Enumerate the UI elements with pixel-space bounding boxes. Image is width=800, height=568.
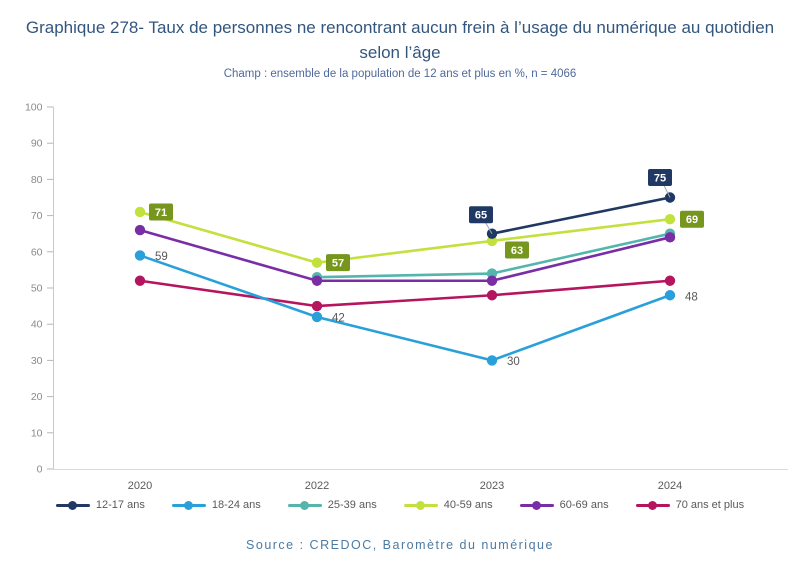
y-tick-label: 40 <box>31 319 43 331</box>
data-point-70-ans-et-plus-2023 <box>486 290 498 301</box>
source-caption: Source : CREDOC, Baromètre du numérique <box>246 538 554 552</box>
data-point-18-24-ans-2024 <box>664 290 676 301</box>
legend-label: 18-24 ans <box>211 499 261 511</box>
data-label-40-59-ans-2020-box <box>149 203 173 221</box>
data-label-40-59-ans-2023-box <box>505 241 529 259</box>
legend-line-marker-icon <box>55 500 90 510</box>
data-point-70-ans-et-plus-2024 <box>664 275 676 286</box>
data-point-40-59-ans-2020 <box>134 206 146 218</box>
data-label-18-24-ans-2022: 42 <box>332 312 345 324</box>
data-point-70-ans-et-plus-2020 <box>134 275 146 286</box>
legend-line-marker-icon <box>519 500 554 510</box>
series-line-18-24-ans <box>138 254 672 362</box>
legend-label: 60-69 ans <box>559 499 609 511</box>
data-point-60-69-ans-2023 <box>486 275 498 286</box>
data-point-25-39-ans-2023 <box>486 268 498 279</box>
x-axis-label: 2023 <box>480 480 504 492</box>
y-tick-label: 100 <box>25 102 43 114</box>
chart-title-line2: selon l’âge <box>359 43 441 62</box>
y-tick-label: 80 <box>31 174 43 186</box>
y-tick-label: 90 <box>31 138 43 150</box>
data-point-60-69-ans-2022 <box>311 275 323 286</box>
data-point-70-ans-et-plus-2022 <box>311 300 323 312</box>
data-label-12-17-ans-2024-box <box>648 169 672 186</box>
data-point-18-24-ans-2020 <box>134 250 146 261</box>
data-label-18-24-ans-2023: 30 <box>507 356 520 368</box>
series-line-12-17-ans <box>490 196 672 235</box>
data-label-12-17-ans-2023: 65 <box>475 210 487 222</box>
x-axis-label: 2024 <box>658 480 682 492</box>
data-point-60-69-ans-2020 <box>134 224 146 236</box>
y-tick-label: 50 <box>31 283 43 295</box>
legend-label: 25-39 ans <box>327 499 377 511</box>
data-label-40-59-ans-2022-box <box>326 254 350 272</box>
legend-dot-icon <box>648 500 658 510</box>
data-label-40-59-ans-2020: 71 <box>155 207 167 219</box>
y-tick-label: 70 <box>31 210 43 222</box>
line-chart-canvas: 0 10 20 30 40 50 60 70 80 90 100 2020 2022 2023 2024 59… <box>25 102 788 492</box>
data-label-40-59-ans-2024-box <box>680 210 704 228</box>
legend-line-marker-icon <box>171 500 206 510</box>
legend-line-marker-icon <box>635 500 670 510</box>
data-label-18-24-ans-2024: 48 <box>685 292 698 304</box>
legend-item-25-39-ans: 25-39 ans <box>287 499 377 511</box>
chart-title-line1: Graphique 278- Taux de personnes ne renc… <box>25 18 775 37</box>
legend-label: 70 ans et plus <box>675 499 745 511</box>
y-tick-label: 0 <box>37 464 43 476</box>
data-label-18-24-ans-2020: 59 <box>155 251 168 263</box>
data-point-40-59-ans-2022 <box>311 257 323 268</box>
legend-item-40-59-ans: 40-59 ans <box>403 499 493 511</box>
legend-line-marker-icon <box>403 500 438 510</box>
legend-dot-icon <box>184 500 194 510</box>
legend-dot-icon <box>416 500 426 510</box>
data-label-12-17-ans-2024: 75 <box>654 173 666 185</box>
legend-dot-icon <box>68 500 78 510</box>
data-label-40-59-ans-2023: 63 <box>511 245 523 257</box>
data-point-60-69-ans-2024 <box>664 232 676 243</box>
data-point-40-59-ans-2024 <box>664 214 676 225</box>
legend-line-marker-icon <box>287 500 322 510</box>
chart-legend: 12-17 ans 18-24 ans 25-39 ans 40-59 ans 60-6… <box>0 499 800 511</box>
legend-label: 40-59 ans <box>443 499 493 511</box>
y-tick-label: 10 <box>31 427 43 439</box>
legend-dot-icon <box>532 500 542 510</box>
legend-item-12-17-ans: 12-17 ans <box>55 499 145 511</box>
data-label-12-17-ans-2023-box <box>469 206 493 224</box>
legend-dot-icon <box>300 500 310 510</box>
series-line-60-69-ans <box>138 228 672 283</box>
y-tick-label: 30 <box>31 355 43 367</box>
data-point-12-17-ans-2024 <box>664 192 676 203</box>
series-line-40-59-ans <box>138 210 672 264</box>
data-label-40-59-ans-2024: 69 <box>686 214 698 226</box>
y-tick-label: 20 <box>31 391 43 403</box>
legend-item-18-24-ans: 18-24 ans <box>171 499 261 511</box>
x-axis-label: 2022 <box>305 480 329 492</box>
legend-label: 12-17 ans <box>95 499 145 511</box>
data-point-18-24-ans-2023 <box>486 355 498 366</box>
chart-title: Graphique 278- Taux de personnes ne renc… <box>0 0 800 65</box>
legend-item-70-ans-et-plus: 70 ans et plus <box>635 499 745 511</box>
data-point-40-59-ans-2023 <box>486 235 498 247</box>
y-tick-label: 60 <box>31 246 43 258</box>
data-point-18-24-ans-2022 <box>311 311 323 323</box>
data-label-40-59-ans-2022: 57 <box>332 258 344 270</box>
chart-subtitle: Champ : ensemble de la population de 12 … <box>223 68 577 80</box>
legend-item-60-69-ans: 60-69 ans <box>519 499 609 511</box>
x-axis-label: 2020 <box>128 480 152 492</box>
series-line-70-ans-et-plus <box>138 279 672 308</box>
